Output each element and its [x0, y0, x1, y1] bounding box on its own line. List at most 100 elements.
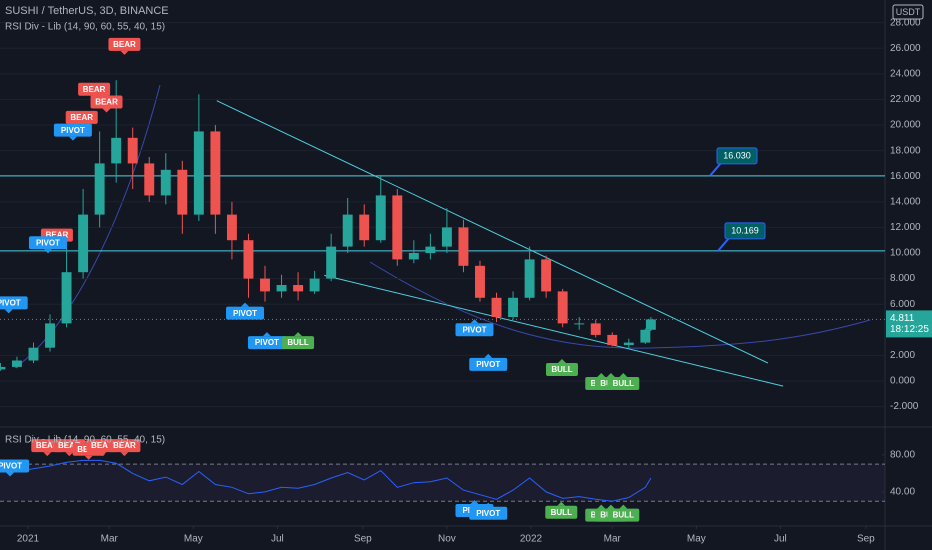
y-tick-label: 6.000	[890, 299, 915, 310]
annotation-label: PIVOT	[0, 462, 22, 471]
annotation-pointer	[484, 502, 493, 507]
candle-body	[491, 297, 502, 317]
y-tick-label: 8.000	[890, 273, 915, 284]
annotation: BEAR	[108, 37, 141, 55]
annotation-pointer	[241, 302, 250, 307]
annotation-pointer	[102, 108, 111, 113]
y-tick-label: 20.000	[890, 120, 921, 131]
annotation-box	[545, 362, 578, 376]
candle-body	[590, 323, 601, 335]
annotation-label: BEAR	[113, 441, 136, 450]
annotation-label: BEAR	[95, 98, 118, 107]
annotation-pointer	[65, 452, 74, 457]
annotation-label: PIVOT	[476, 509, 500, 518]
annotation-pointer	[43, 452, 52, 457]
annotation-label: BULL	[551, 508, 572, 517]
x-tick-label: 2021	[17, 534, 40, 545]
x-tick-label: 2022	[520, 534, 543, 545]
y-tick-label: 0.000	[890, 376, 915, 387]
annotation-pointer	[6, 472, 15, 477]
annotation-pointer	[484, 353, 493, 358]
candle-body	[226, 214, 237, 241]
curve	[369, 261, 871, 349]
countdown: 18:12:25	[890, 324, 929, 335]
y-tick-label: 24.000	[890, 68, 921, 79]
y-tick-label: 26.000	[890, 43, 921, 54]
y-tick-label: 10.000	[890, 248, 921, 259]
x-tick-label: May	[184, 534, 203, 545]
annotation: BULL	[607, 504, 640, 522]
annotation: PIVOT	[247, 332, 286, 350]
y-tick-label: 14.000	[890, 196, 921, 207]
annotation-box	[65, 110, 98, 124]
candle-body	[260, 278, 270, 292]
annotation-label: PIVOT	[255, 338, 279, 347]
candle-body	[607, 334, 618, 346]
y-tick-label: 12.000	[890, 222, 921, 233]
annotation-box	[607, 508, 640, 522]
candle-body	[28, 347, 39, 361]
annotation-box	[0, 296, 28, 310]
annotation: PIVOT	[28, 236, 67, 254]
annotation-pointer	[619, 373, 628, 378]
overlay: SUSHI / TetherUS, 3D, BINANCE RSI Div - …	[5, 4, 932, 545]
annotation-label: BEAR	[91, 441, 114, 450]
annotation: PIVOT	[469, 353, 508, 371]
annotation: PIVOT	[0, 296, 28, 314]
annotation-label: PIVOT	[0, 299, 21, 308]
annotation-pointer	[98, 452, 107, 457]
annotation-label: BEAR	[36, 441, 59, 450]
candle-body	[0, 366, 6, 370]
rsi-line	[0, 459, 652, 502]
annotation: BEAR	[108, 439, 141, 457]
level-label: 16.030	[723, 151, 751, 161]
annotation-pointer	[557, 501, 566, 506]
candle-body	[342, 214, 353, 247]
candle-body	[640, 329, 651, 343]
y-tick-label: 18.000	[890, 145, 921, 156]
candle-body	[11, 360, 22, 367]
annotation-label: BEAR	[83, 85, 106, 94]
annotation-box	[90, 95, 123, 109]
x-tick-label: Mar	[604, 534, 622, 545]
y-tick-label: 16.000	[890, 171, 921, 182]
trend-line	[324, 274, 784, 387]
annotation: BULL	[607, 373, 640, 391]
candle-body	[359, 214, 370, 241]
annotation-label: BULL	[551, 365, 572, 374]
candle-body	[243, 240, 254, 279]
annotation-label: PIVOT	[36, 238, 60, 247]
candle-body	[160, 169, 171, 196]
candle-body	[94, 163, 105, 215]
annotation-pointer	[294, 332, 303, 337]
annotation-pointer	[557, 358, 566, 363]
annotation-pointer	[262, 332, 271, 337]
main-pane: 16.03010.169BEARBEARBEARBEARPIVOTBEARPIV…	[0, 22, 885, 408]
annotation-label: BEAR	[46, 231, 69, 240]
candle-body	[408, 253, 419, 260]
annotation-box	[469, 506, 508, 520]
y-tick-label: 28.000	[890, 17, 921, 28]
annotation-pointer	[120, 50, 129, 55]
candle-body	[78, 214, 89, 273]
annotation-box	[28, 236, 67, 250]
annotation-label: BULL	[287, 338, 308, 347]
annotation: PIVOT	[226, 302, 265, 320]
annotation-pointer	[470, 499, 479, 504]
candle-body	[458, 227, 469, 266]
currency-box[interactable]	[892, 4, 924, 20]
indicator-legend: RSI Div - Lib (14, 90, 60, 55, 40, 15)	[5, 22, 165, 33]
annotation: PIVOT	[455, 319, 494, 337]
annotation-label: PIVOT	[61, 126, 85, 135]
x-tick-label: May	[687, 534, 706, 545]
candle-body	[276, 284, 287, 292]
annotation-box	[247, 336, 286, 350]
curve	[14, 84, 161, 369]
annotation-pointer	[120, 452, 129, 457]
annotation-label: PIVOT	[476, 360, 500, 369]
annotation-label: BEAR	[113, 40, 136, 49]
currency[interactable]: USDT	[896, 7, 921, 17]
x-tick-label: Jul	[774, 534, 787, 545]
